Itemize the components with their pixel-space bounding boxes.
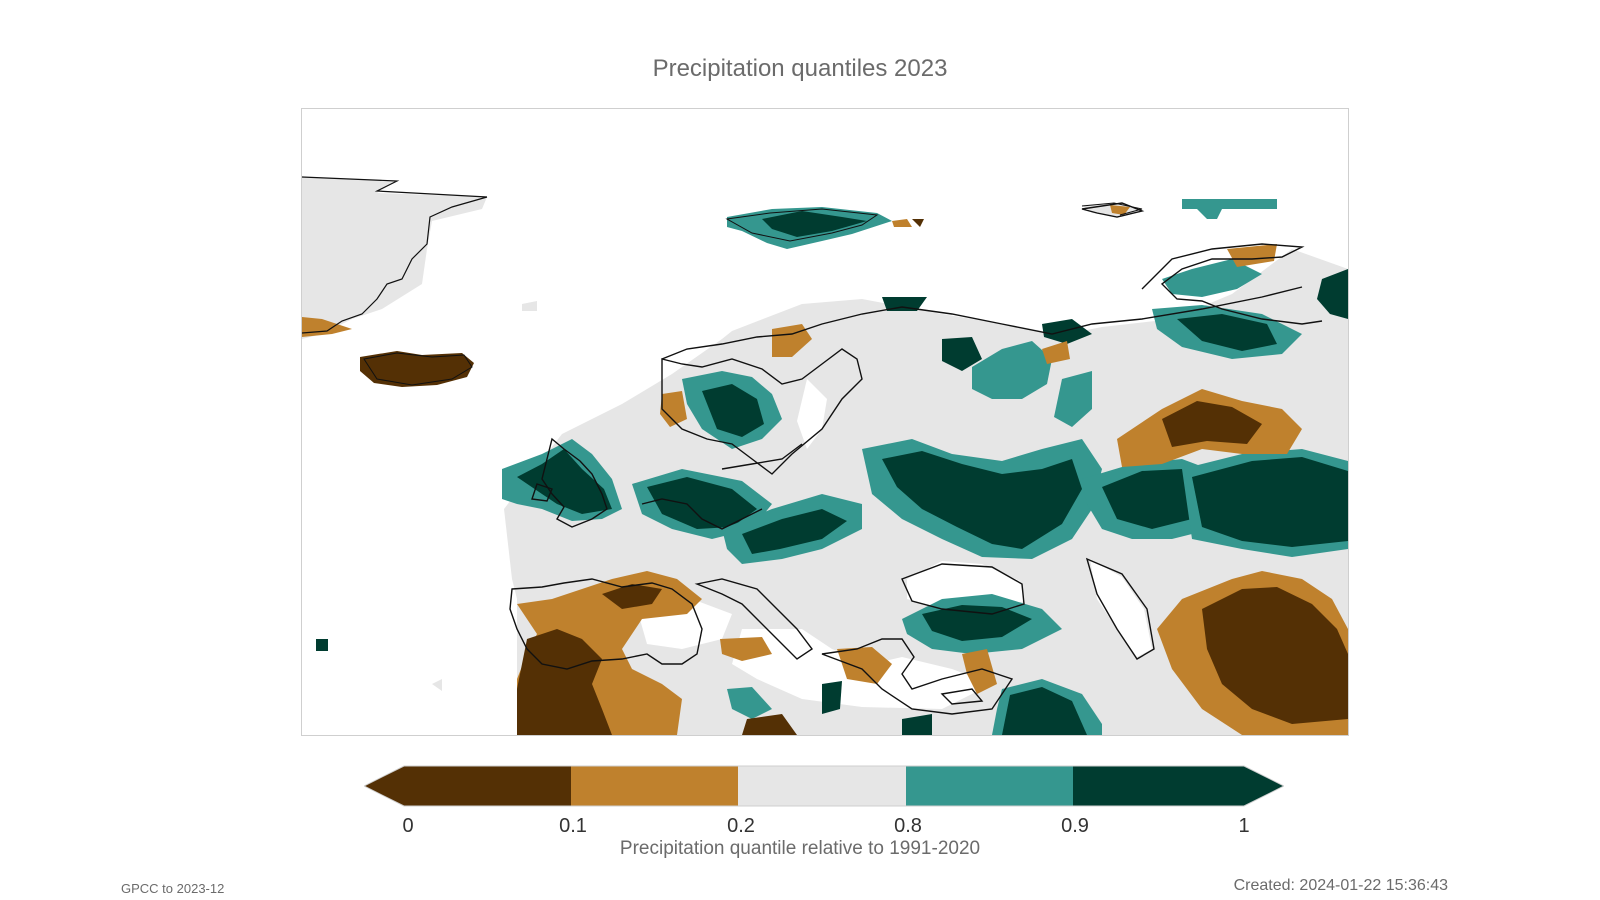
colorbar-tick: 0.1: [559, 815, 587, 837]
colorbar-bin-3: [906, 766, 1073, 806]
map-panel: [301, 108, 1349, 736]
precipitation-map: [302, 109, 1348, 735]
colorbar: [364, 765, 1284, 807]
coastlines: [509, 202, 1323, 715]
colorbar-bin-4: [1073, 766, 1284, 806]
data-source-note: GPCC to 2023-12: [121, 881, 225, 896]
colorbar-outline: [364, 765, 1284, 807]
region-greenland: [302, 176, 488, 339]
region-arctic-islands: [725, 199, 1277, 249]
wet-anomalies: [316, 259, 1348, 735]
colorbar-bin-2: [738, 766, 906, 806]
colorbar-tick: 0: [402, 815, 414, 837]
colorbar-bin-1: [571, 766, 738, 806]
colorbar-tick: 0.8: [894, 815, 922, 837]
colorbar-tick: 1: [1238, 815, 1250, 837]
colorbar-bin-0: [364, 766, 571, 806]
colorbar-label: Precipitation quantile relative to 1991-…: [619, 838, 981, 859]
colorbar-tick: 0.9: [1061, 815, 1089, 837]
chart-title: Precipitation quantiles 2023: [652, 55, 948, 82]
dry-anomalies: [517, 219, 1348, 735]
colorbar-tick: 0.2: [727, 815, 755, 837]
created-timestamp: Created: 2024-01-22 15:36:43: [1233, 877, 1448, 894]
region-iceland: [360, 351, 474, 387]
